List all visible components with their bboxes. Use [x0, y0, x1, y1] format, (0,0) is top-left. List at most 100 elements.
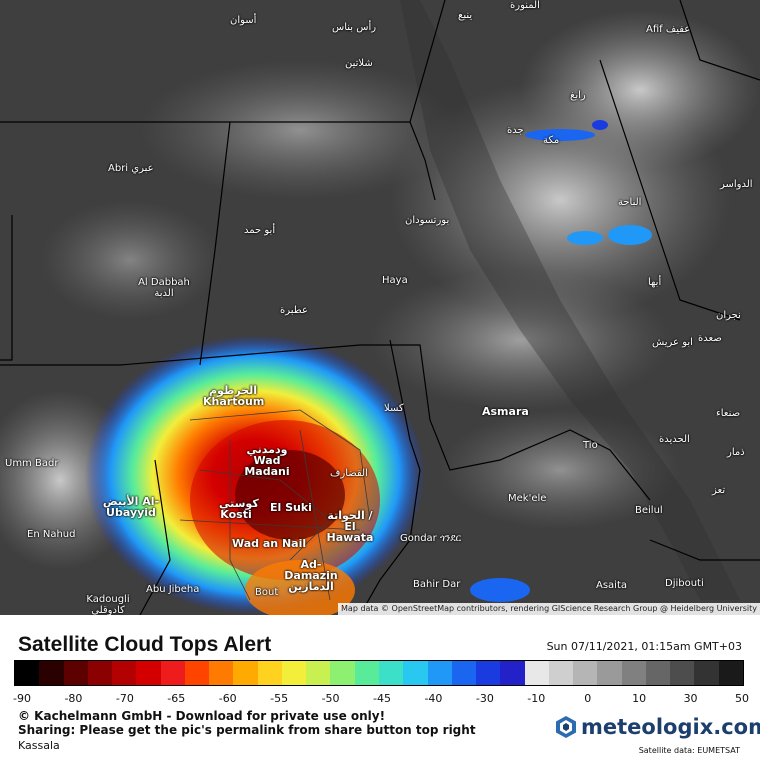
color-scale-swatch — [354, 661, 379, 685]
hexagon-logo-icon — [556, 716, 576, 738]
color-scale-swatch — [160, 661, 185, 685]
city-label: ينبع — [458, 10, 473, 21]
map-imagery — [0, 0, 760, 615]
city-label: القضارف — [330, 468, 368, 479]
city-label: المنورة — [510, 0, 540, 11]
city-label: أبو حمد — [244, 225, 276, 236]
city-label: أسوان — [230, 15, 257, 26]
city-label: نجران — [716, 310, 741, 321]
storm-cell — [567, 231, 603, 245]
color-scale-tick: -40 — [424, 692, 443, 705]
color-scale-tick: -50 — [321, 692, 340, 705]
city-label: صنعاء — [716, 408, 741, 419]
city-label: Al Dabbah الدبة — [138, 277, 190, 299]
city-label: كوستي Kosti — [219, 497, 259, 521]
cloud-mass — [370, 270, 670, 410]
city-label: Gondar ጎንደር — [400, 533, 462, 544]
country-borders — [0, 0, 760, 615]
color-scale-swatch — [548, 661, 574, 685]
copyright-text: © Kachelmann GmbH - Download for private… — [18, 709, 386, 723]
legend-panel: Satellite Cloud Tops Alert Sun 07/11/202… — [0, 615, 760, 760]
color-scale-swatch — [87, 661, 113, 685]
color-scale-swatch — [718, 661, 743, 685]
cloud-mass — [440, 410, 680, 530]
color-scale — [14, 660, 744, 686]
city-label: Djibouti — [665, 578, 704, 589]
color-scale-tick: 10 — [632, 692, 647, 705]
color-scale-swatch — [524, 661, 549, 685]
city-label: El Suki — [270, 501, 312, 514]
satellite-credit: Satellite data: EUMETSAT — [638, 746, 740, 755]
storm-core — [235, 450, 345, 540]
sea-region — [400, 0, 740, 600]
color-scale-swatch — [645, 661, 671, 685]
city-label: Beilul — [635, 505, 663, 516]
color-scale-swatch — [378, 661, 404, 685]
color-scale-swatch — [500, 661, 525, 685]
color-scale-swatch — [621, 661, 646, 685]
storm-cell — [525, 129, 595, 141]
city-label: Afif عفيف — [646, 24, 691, 35]
city-label: رأس بناس — [332, 22, 377, 33]
color-scale-swatch — [136, 661, 161, 685]
color-scale-swatch — [39, 661, 64, 685]
city-label: ذمار — [727, 447, 745, 458]
color-scale-swatch — [476, 661, 501, 685]
city-label: Bout — [255, 587, 279, 598]
color-scale-swatch — [184, 661, 210, 685]
color-scale-swatch — [573, 661, 598, 685]
city-label: الخرطوم Khartoum — [203, 384, 265, 408]
color-scale-swatch — [597, 661, 622, 685]
city-label: Mek'ele — [508, 493, 547, 504]
color-scale-tick: 0 — [584, 692, 592, 705]
city-label: En Nahud — [27, 529, 76, 540]
city-label: ودمدني Wad Madani — [244, 443, 290, 478]
city-label: Kadougli كادوقلي — [86, 594, 130, 615]
color-scale-swatch — [112, 661, 137, 685]
city-label: ابو عريش — [652, 337, 693, 348]
color-scale-swatch — [403, 661, 428, 685]
city-label: عطبرة — [280, 305, 308, 316]
brand-logo[interactable]: meteologix.com — [555, 715, 760, 739]
storm-cell — [470, 578, 530, 602]
city-label: Wad an Nail — [232, 537, 307, 550]
city-label: Asaita — [596, 580, 628, 591]
timestamp: Sun 07/11/2021, 01:15am GMT+03 — [546, 640, 742, 653]
storm-cloud-top — [245, 560, 355, 615]
city-label: الأبيض Al-Ubayyid — [102, 495, 160, 519]
city-label: Umm Badr — [5, 458, 59, 469]
color-scale-swatch — [427, 661, 452, 685]
brand-name: meteologix.com — [581, 715, 760, 739]
city-label: صعدة — [698, 333, 722, 344]
city-label: Abu Jibeha — [146, 584, 200, 595]
sharing-text: Sharing: Please get the pic's permalink … — [18, 723, 476, 737]
color-scale-tick: -10 — [527, 692, 546, 705]
color-scale-swatch — [63, 661, 88, 685]
color-scale-swatch — [15, 661, 40, 685]
color-scale-tick: -70 — [115, 692, 134, 705]
city-label: رابغ — [570, 90, 586, 101]
color-scale-tick: -55 — [270, 692, 289, 705]
color-scale-swatch — [306, 661, 331, 685]
color-scale-swatch — [670, 661, 695, 685]
satellite-map[interactable]: أسوان رأس بناس شلاتين ينبع المنورة Afif … — [0, 0, 760, 615]
city-label: مكة — [543, 135, 560, 146]
city-label: الدواسر — [720, 179, 753, 190]
city-label: تعز — [712, 485, 726, 496]
storm-cell — [592, 120, 608, 130]
color-scale-swatch — [451, 661, 477, 685]
city-label: الحواتة / El Hawata — [326, 509, 374, 544]
color-scale-ticks: -90 -80 -70 -65 -60 -55 -50 -45 -40 -30 -10 0 10 30 50 — [0, 692, 760, 706]
city-label: الباحة — [618, 197, 642, 208]
city-label: Tio — [583, 440, 598, 451]
city-label: Asmara — [482, 405, 529, 418]
color-scale-swatch — [694, 661, 719, 685]
city-label: كسلا — [384, 403, 404, 414]
map-attribution[interactable]: Map data © OpenStreetMap contributors, r… — [338, 603, 760, 615]
color-scale-swatch — [233, 661, 258, 685]
cloud-mass — [520, 10, 760, 170]
color-scale-tick: -65 — [167, 692, 186, 705]
storm-cell — [608, 225, 652, 245]
city-label: Ad-Damazin الدمازين — [284, 558, 338, 593]
page-title: Satellite Cloud Tops Alert — [18, 633, 272, 656]
